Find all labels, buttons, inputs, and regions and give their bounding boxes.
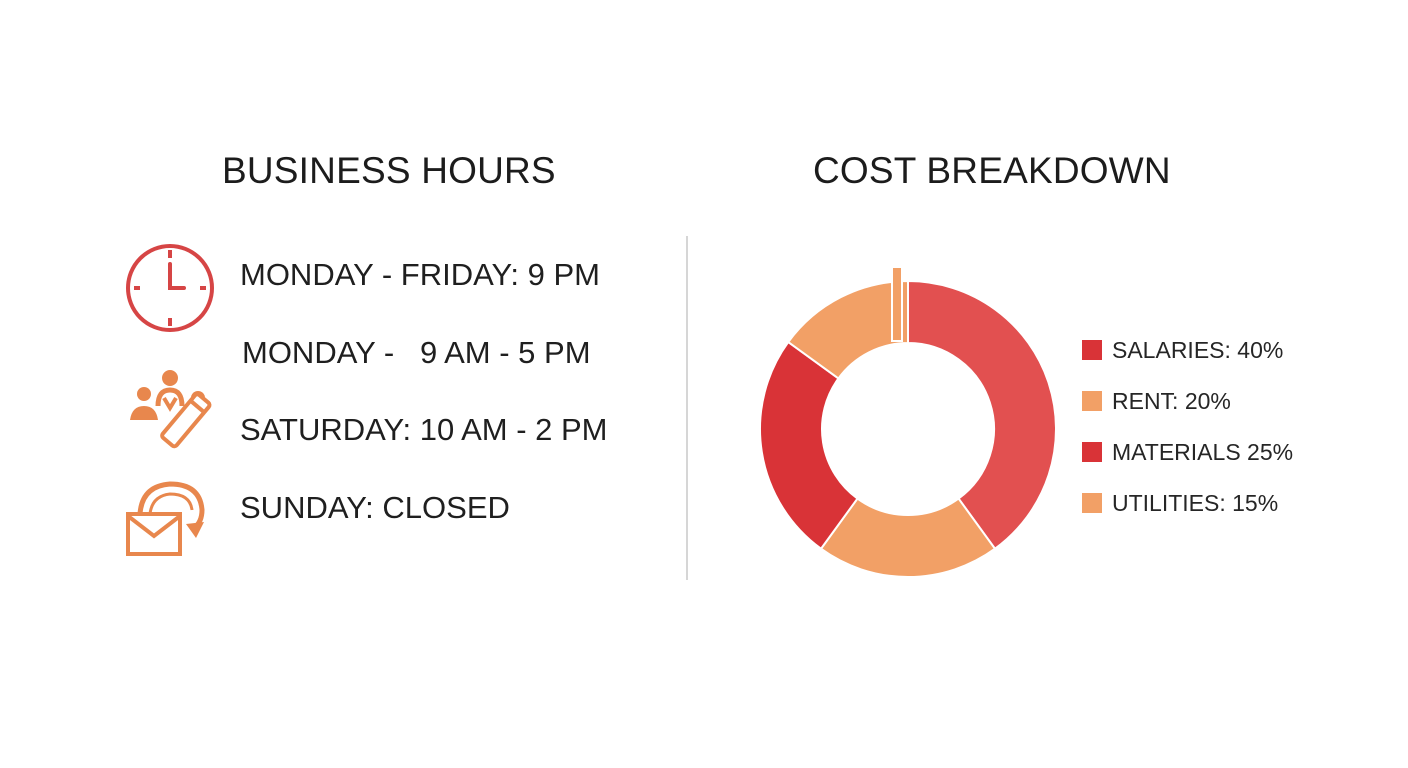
legend-swatch <box>1082 391 1102 411</box>
panel-divider <box>686 236 688 580</box>
cost-breakdown-title: COST BREAKDOWN <box>813 150 1171 191</box>
legend-swatch <box>1082 493 1102 513</box>
mail-return-icon <box>126 481 205 556</box>
legend-label: SALARIES: 40% <box>1112 337 1284 363</box>
cost-donut-chart <box>759 266 1057 578</box>
legend-label: RENT: 20% <box>1112 388 1231 414</box>
donut-slice-3 <box>759 340 859 551</box>
donut-tab-slice <box>891 266 903 342</box>
donut-slice-1 <box>907 279 1057 551</box>
legend-label: MATERIALS 25% <box>1112 439 1294 465</box>
hours-row-weekday: MONDAY - FRIDAY: 9 PM <box>240 257 600 292</box>
donut-slice-2 <box>819 497 997 578</box>
legend-swatch <box>1082 340 1102 360</box>
hours-row-sunday: SUNDAY: CLOSED <box>240 490 510 525</box>
legend-swatch <box>1082 442 1102 462</box>
legend-label: UTILITIES: 15% <box>1112 490 1279 516</box>
clock-icon <box>126 244 214 332</box>
hours-row-saturday: SATURDAY: 10 AM - 2 PM <box>240 412 608 447</box>
donut-slice-4 <box>786 279 909 380</box>
hours-row-monday: MONDAY - 9 AM - 5 PM <box>242 335 591 370</box>
team-edit-icon <box>130 370 212 449</box>
business-hours-title: BUSINESS HOURS <box>222 150 556 191</box>
